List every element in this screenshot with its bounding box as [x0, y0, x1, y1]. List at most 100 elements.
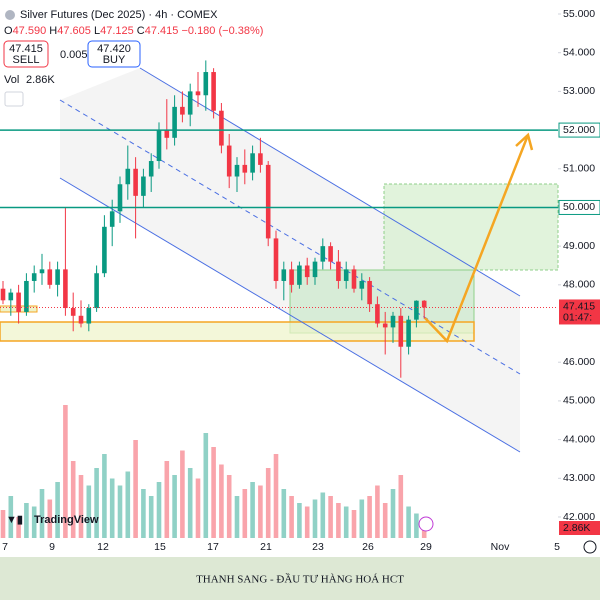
- candle-body: [367, 280, 372, 305]
- y-tick-label: 55.000: [563, 8, 595, 20]
- volume-bar: [0, 510, 6, 538]
- brand-name: TradingView: [34, 514, 99, 526]
- candle-body: [398, 315, 404, 347]
- volume-bar: [219, 464, 224, 538]
- candle-body: [164, 130, 170, 138]
- l-label: L: [94, 25, 100, 37]
- volume-bar: [47, 499, 53, 538]
- y-tick-label: 54.000: [563, 46, 595, 58]
- volume-bar: [414, 513, 419, 538]
- y-tick-label: 46.000: [563, 356, 595, 368]
- candle-body: [343, 269, 349, 281]
- candle-body: [55, 269, 60, 285]
- x-tick-label: Nov: [491, 541, 510, 553]
- volume-bar: [86, 485, 92, 538]
- candle-body: [94, 273, 99, 309]
- volume-bar: [211, 447, 216, 538]
- symbol-icon: [5, 10, 15, 20]
- banner-bg: [0, 557, 600, 600]
- settings-icon[interactable]: [583, 540, 597, 554]
- volume-bar: [336, 503, 341, 538]
- volume-bar: [102, 454, 107, 538]
- volume-bar: [265, 468, 271, 538]
- volume-bar: [250, 482, 255, 538]
- volume-bar: [312, 499, 318, 538]
- x-tick-label: 17: [207, 541, 219, 553]
- candle-body: [148, 161, 154, 177]
- volume-bar: [109, 478, 115, 538]
- volume-bar: [195, 478, 201, 538]
- candle-body: [156, 130, 162, 162]
- candle-body: [172, 106, 177, 138]
- countdown: 01:47:: [563, 311, 592, 323]
- buy-button[interactable]: [87, 40, 141, 68]
- volume-bar: [148, 496, 154, 538]
- drawings-back: [0, 67, 559, 453]
- candle-body: [265, 164, 271, 239]
- volume-bar: [359, 499, 365, 538]
- candle-body: [47, 269, 53, 285]
- volume-bar: [156, 482, 162, 538]
- volume-bar: [172, 475, 177, 538]
- volume-bar: [258, 485, 263, 538]
- x-tick-label: 26: [362, 541, 374, 553]
- vol-value: 2.86K: [26, 74, 55, 86]
- candle-body: [187, 91, 193, 115]
- spread: 0.005: [60, 49, 88, 61]
- x-tick-label: 12: [97, 541, 109, 553]
- ohlc: O47.590 H47.605 L47.125 C47.415 −0.180 (…: [4, 25, 263, 37]
- collapse-button[interactable]: [4, 91, 24, 107]
- candle-body: [203, 72, 209, 96]
- candle-body: [70, 308, 76, 316]
- volume-bar: [78, 475, 84, 538]
- candle-body: [421, 300, 427, 308]
- level-label-box: [558, 199, 600, 215]
- volume-bar: [421, 527, 427, 538]
- candle-body: [211, 72, 216, 111]
- volume-bar: [133, 440, 138, 538]
- volume-bar: [242, 489, 248, 538]
- y-tick-label: 48.000: [563, 279, 595, 291]
- channel-lower: [59, 177, 521, 453]
- y-tick-label: 49.000: [563, 240, 595, 252]
- x-tick-label: 9: [49, 541, 55, 553]
- volume-bar: [8, 496, 14, 538]
- vol-label: Vol: [4, 74, 19, 86]
- candle-body: [219, 110, 224, 146]
- volume-bar: [273, 454, 279, 538]
- volume-bar: [328, 496, 333, 538]
- volume-bar: [141, 489, 146, 538]
- candle-body: [281, 269, 287, 281]
- last-price-label: 47.415: [563, 300, 595, 312]
- volume-bar: [24, 503, 29, 538]
- candle-body: [63, 269, 68, 309]
- flash-icon[interactable]: [418, 516, 434, 532]
- volume-bar: [226, 475, 232, 538]
- volume-bar: [16, 517, 21, 538]
- x-tick-label: 5: [554, 541, 560, 553]
- volume-bar: [289, 496, 294, 538]
- candle-body: [336, 261, 341, 281]
- y-tick-label: 42.000: [563, 511, 595, 523]
- candle-body: [31, 273, 37, 281]
- support-zone: [0, 321, 475, 342]
- candle-body: [289, 269, 294, 285]
- volume-bar: [94, 468, 99, 538]
- sell-button[interactable]: [3, 40, 49, 68]
- candle-body: [351, 269, 357, 289]
- sell-price: 47.415: [9, 43, 43, 55]
- candle-body: [328, 246, 333, 262]
- candle-body: [109, 211, 115, 227]
- volume-bar: [125, 471, 131, 538]
- arrow-head: [515, 132, 534, 151]
- channel-shade: [60, 68, 520, 452]
- candle-body: [375, 304, 380, 324]
- candle-body: [320, 246, 326, 262]
- volume-bar: [382, 503, 388, 538]
- buy-price: 47.420: [97, 43, 131, 55]
- volume-bar: [63, 405, 68, 538]
- volume-bar: [320, 492, 326, 538]
- volume-last-label: 2.86K: [563, 522, 590, 534]
- symbol-title[interactable]: Silver Futures (Dec 2025) · 4h · COMEX: [20, 9, 218, 21]
